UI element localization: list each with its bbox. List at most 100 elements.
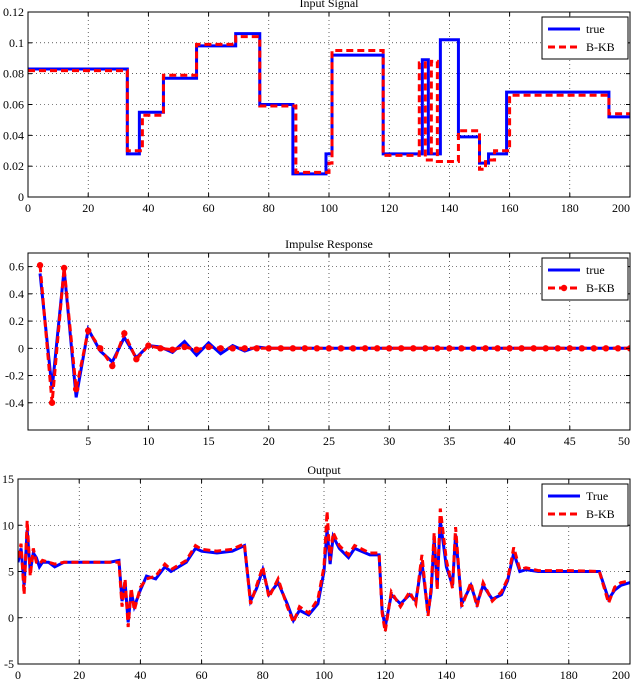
series-point — [386, 345, 393, 352]
x-tick-label: 200 — [612, 668, 630, 682]
legend-label: true — [586, 22, 605, 36]
chart-panel-3: 0 20 40 60 80 100 120 140 160 180 200-5051015Outpu… — [2, 463, 631, 682]
series-point — [241, 345, 248, 352]
x-tick-label: 50 — [618, 434, 630, 448]
series-point — [133, 356, 140, 363]
y-tick-label: 0.2 — [9, 314, 24, 328]
x-tick-label: 80 — [263, 201, 275, 215]
y-tick-label: 15 — [2, 472, 14, 486]
x-tick-label: 15 — [203, 434, 215, 448]
series-point — [60, 264, 68, 272]
x-tick-label: 0 — [25, 201, 31, 215]
series-point — [542, 345, 549, 352]
series-point — [566, 345, 573, 352]
y-tick-label: -0.2 — [5, 369, 24, 383]
series-point — [277, 345, 285, 352]
legend-marker — [560, 284, 568, 292]
legend-box — [541, 16, 629, 60]
x-tick-label: 35 — [443, 434, 455, 448]
x-tick-label: 140 — [440, 201, 458, 215]
series-point — [265, 345, 272, 352]
legend-label: B-KB — [586, 40, 615, 54]
series-line-b-kb — [18, 508, 630, 632]
x-tick-label: 80 — [257, 668, 269, 682]
y-tick-label: 10 — [2, 518, 14, 532]
series-point — [373, 345, 381, 352]
series-point — [458, 345, 465, 352]
series-line-true — [28, 32, 630, 176]
legend: true B-KB — [541, 16, 629, 60]
chart-panel-2: 5 10 15 20 25 30 35 40 45 50 -0.4 -0.2 0 0.2 0.4 0.6 Imp… — [5, 237, 631, 448]
legend-label: B-KB — [586, 507, 615, 521]
series-point — [518, 345, 525, 352]
y-tick-label: 0 — [18, 341, 24, 355]
chart-title: Input Signal — [300, 0, 360, 10]
series-point — [205, 343, 212, 351]
series-point — [434, 345, 441, 352]
x-tick-label: 100 — [320, 201, 338, 215]
series-point — [470, 345, 477, 352]
series-point — [398, 345, 405, 352]
x-tick-label: 10 — [142, 434, 154, 448]
x-tick-label: 40 — [504, 434, 516, 448]
x-tick-label: 160 — [499, 668, 517, 682]
series-point — [145, 342, 152, 349]
series-group — [36, 262, 630, 406]
series-point — [193, 346, 200, 353]
series-point — [337, 345, 345, 352]
x-tick-label: 20 — [73, 668, 85, 682]
y-tick-label: 0.6 — [9, 260, 24, 274]
series-point — [85, 327, 92, 334]
x-tick-label: 20 — [263, 434, 275, 448]
y-tick-label: -0.4 — [5, 396, 24, 410]
series-point — [506, 345, 513, 352]
chart-title: Output — [307, 463, 341, 477]
x-tick-label: 0 — [15, 668, 21, 682]
series-point — [361, 345, 369, 352]
legend-label: true — [586, 263, 605, 277]
series-group — [28, 32, 630, 176]
x-tick-label: 45 — [564, 434, 576, 448]
series-point — [446, 345, 453, 352]
series-point — [554, 345, 561, 352]
series-point — [72, 385, 80, 393]
x-tick-label: 40 — [142, 201, 154, 215]
series-point — [494, 345, 501, 352]
y-tick-label: 0.08 — [3, 67, 24, 81]
y-tick-label: 0.4 — [9, 287, 24, 301]
y-tick-label: 0.1 — [9, 36, 24, 50]
x-tick-label: 180 — [560, 668, 578, 682]
x-tick-label: 100 — [315, 668, 333, 682]
x-tick-label: 120 — [380, 201, 398, 215]
series-point — [530, 345, 537, 352]
series-point — [97, 345, 104, 352]
series-point — [301, 345, 309, 352]
legend-label: B-KB — [586, 281, 615, 295]
chart-title: Impulse Response — [285, 237, 373, 251]
series-point — [410, 345, 417, 352]
legend-box — [541, 257, 629, 301]
series-line-b-kb — [28, 35, 630, 174]
x-tick-label: 160 — [501, 201, 519, 215]
legend: true B-KB — [541, 257, 629, 301]
series-point — [578, 345, 586, 352]
series-point — [253, 345, 260, 352]
x-tick-label: 200 — [612, 201, 630, 215]
x-tick-label: 120 — [376, 668, 394, 682]
series-point — [482, 345, 489, 352]
series-point — [109, 362, 116, 370]
series-point — [602, 345, 610, 352]
series-point — [590, 345, 598, 352]
x-tick-label: 60 — [203, 201, 215, 215]
y-tick-label: 0.12 — [3, 5, 24, 19]
series-point — [289, 345, 297, 352]
chart-panel-1: 0 20 40 60 80 100 120 140 160 180 200 0 0.02 0.04 0.06… — [3, 0, 631, 215]
series-point — [121, 330, 128, 337]
x-tick-label: 30 — [383, 434, 395, 448]
legend-label: True — [586, 489, 608, 503]
x-tick-label: 40 — [134, 668, 146, 682]
series-point — [614, 345, 622, 352]
series-point — [36, 262, 44, 269]
series-point — [217, 345, 224, 352]
